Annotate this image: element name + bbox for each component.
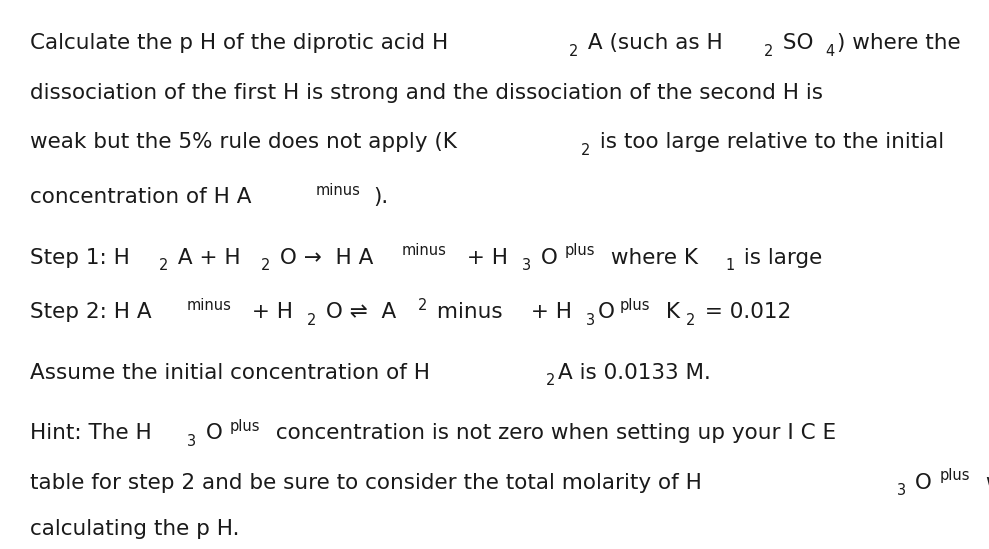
- Text: table for step 2 and be sure to consider the total molarity of H: table for step 2 and be sure to consider…: [30, 473, 701, 492]
- Text: Hint: The H: Hint: The H: [30, 423, 151, 443]
- Text: concentration of H A: concentration of H A: [30, 187, 251, 207]
- Text: minus: minus: [187, 298, 231, 313]
- Text: + H: + H: [460, 248, 508, 267]
- Text: weak but the 5% rule does not apply (K: weak but the 5% rule does not apply (K: [30, 132, 457, 152]
- Text: A (such as H: A (such as H: [582, 33, 723, 53]
- Text: O ⇌  A: O ⇌ A: [318, 302, 396, 322]
- Text: 3: 3: [187, 434, 196, 449]
- Text: is large: is large: [737, 248, 822, 267]
- Text: Step 1: H: Step 1: H: [30, 248, 130, 267]
- Text: 3: 3: [897, 483, 906, 498]
- Text: 3: 3: [585, 313, 595, 328]
- Text: = 0.012: = 0.012: [698, 302, 791, 322]
- Text: 2: 2: [764, 44, 773, 59]
- Text: A + H: A + H: [171, 248, 240, 267]
- Text: SO: SO: [776, 33, 814, 53]
- Text: A is 0.0133 M.: A is 0.0133 M.: [558, 363, 711, 383]
- Text: concentration is not zero when setting up your I C E: concentration is not zero when setting u…: [269, 423, 836, 443]
- Text: O: O: [597, 302, 615, 322]
- Text: + H: + H: [524, 302, 572, 322]
- Text: dissociation of the first H is strong and the dissociation of the second H is: dissociation of the first H is strong an…: [30, 83, 823, 103]
- Text: O →  H A: O → H A: [273, 248, 373, 267]
- Text: 2: 2: [418, 298, 427, 313]
- Text: plus: plus: [565, 243, 595, 259]
- Text: O: O: [199, 423, 223, 443]
- Text: plus: plus: [229, 419, 260, 434]
- Text: Assume the initial concentration of H: Assume the initial concentration of H: [30, 363, 429, 383]
- Text: 2: 2: [158, 258, 168, 273]
- Text: K: K: [659, 302, 680, 322]
- Text: 2: 2: [581, 143, 589, 158]
- Text: is too large relative to the initial: is too large relative to the initial: [592, 132, 944, 152]
- Text: 1: 1: [725, 258, 735, 273]
- Text: Calculate the p H of the diprotic acid H: Calculate the p H of the diprotic acid H: [30, 33, 448, 53]
- Text: minus: minus: [403, 243, 447, 259]
- Text: 2: 2: [570, 44, 579, 59]
- Text: 3: 3: [522, 258, 531, 273]
- Text: minus: minus: [315, 183, 360, 198]
- Text: 2: 2: [546, 373, 555, 388]
- Text: O: O: [908, 473, 933, 492]
- Text: 2: 2: [686, 313, 695, 328]
- Text: ) where the: ) where the: [837, 33, 960, 53]
- Text: calculating the p H.: calculating the p H.: [30, 519, 239, 539]
- Text: plus: plus: [940, 468, 969, 484]
- Text: 2: 2: [260, 258, 270, 273]
- Text: Step 2: H A: Step 2: H A: [30, 302, 151, 322]
- Text: when: when: [978, 473, 989, 492]
- Text: where K: where K: [604, 248, 698, 267]
- Text: plus: plus: [620, 298, 650, 313]
- Text: ).: ).: [374, 187, 389, 207]
- Text: + H: + H: [244, 302, 293, 322]
- Text: minus: minus: [430, 302, 503, 322]
- Text: 4: 4: [825, 44, 834, 59]
- Text: 2: 2: [307, 313, 315, 328]
- Text: O: O: [534, 248, 558, 267]
